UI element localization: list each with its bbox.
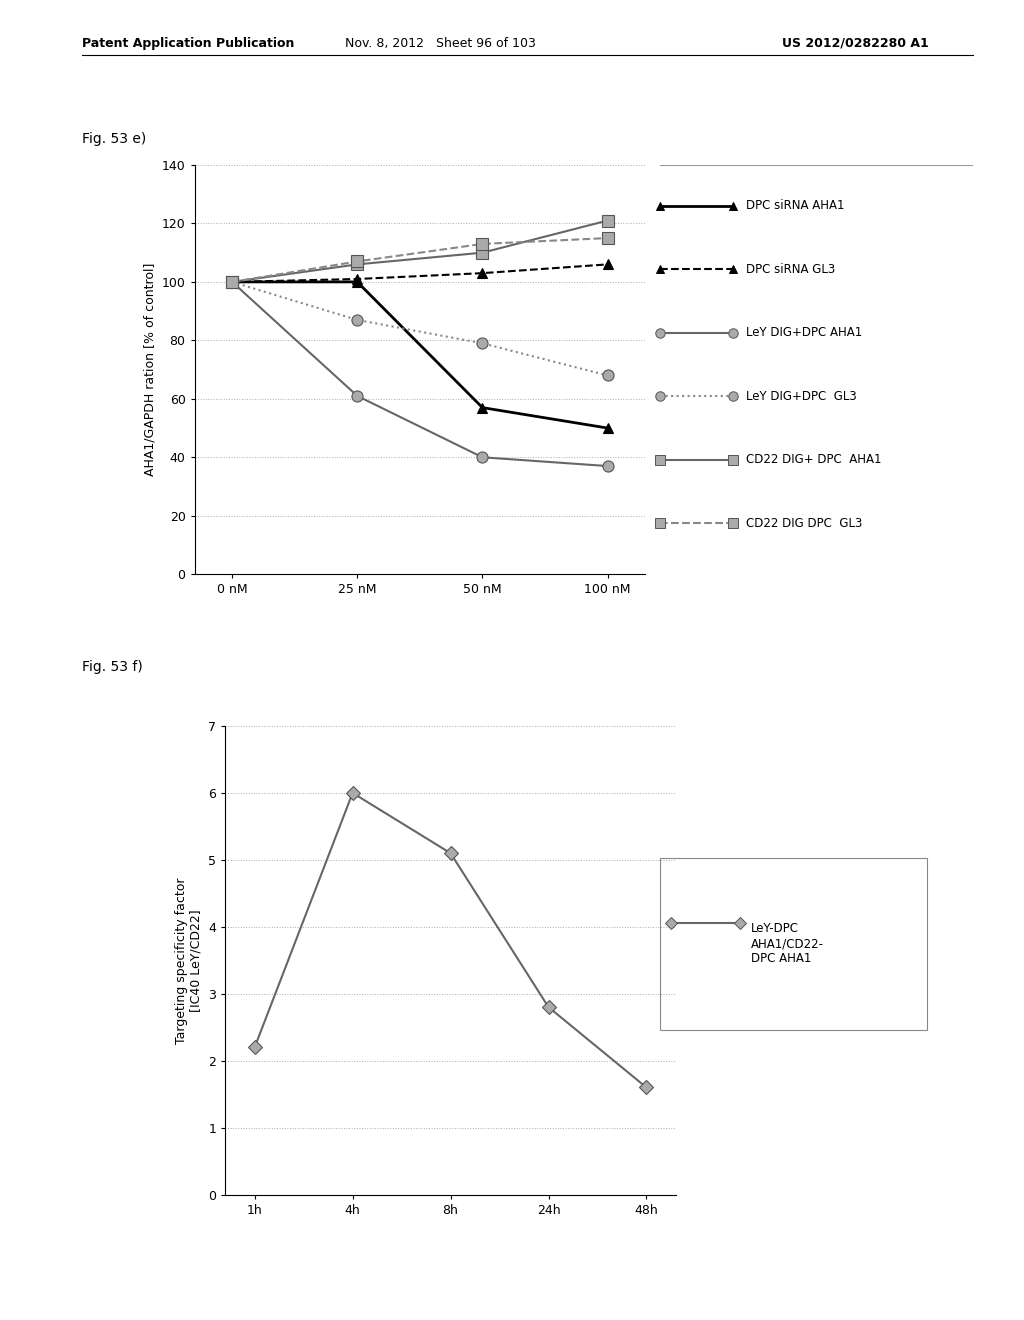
Text: DPC siRNA GL3: DPC siRNA GL3 — [745, 263, 835, 276]
Text: CD22 DIG DPC  GL3: CD22 DIG DPC GL3 — [745, 516, 862, 529]
Text: Fig. 53 e): Fig. 53 e) — [82, 132, 146, 147]
Text: DPC siRNA AHA1: DPC siRNA AHA1 — [745, 199, 844, 213]
Text: US 2012/0282280 A1: US 2012/0282280 A1 — [781, 37, 929, 50]
Y-axis label: Targeting specificity factor
[IC40 LeY/CD22]: Targeting specificity factor [IC40 LeY/C… — [175, 876, 203, 1044]
Text: LeY DIG+DPC  GL3: LeY DIG+DPC GL3 — [745, 389, 856, 403]
Text: LeY-DPC
AHA1/CD22-
DPC AHA1: LeY-DPC AHA1/CD22- DPC AHA1 — [751, 923, 824, 965]
Text: LeY DIG+DPC AHA1: LeY DIG+DPC AHA1 — [745, 326, 862, 339]
Text: CD22 DIG+ DPC  AHA1: CD22 DIG+ DPC AHA1 — [745, 453, 882, 466]
Y-axis label: AHA1/GAPDH ration [% of control]: AHA1/GAPDH ration [% of control] — [143, 263, 156, 477]
Text: Fig. 53 f): Fig. 53 f) — [82, 660, 142, 675]
Text: Patent Application Publication: Patent Application Publication — [82, 37, 294, 50]
Text: Nov. 8, 2012   Sheet 96 of 103: Nov. 8, 2012 Sheet 96 of 103 — [345, 37, 536, 50]
